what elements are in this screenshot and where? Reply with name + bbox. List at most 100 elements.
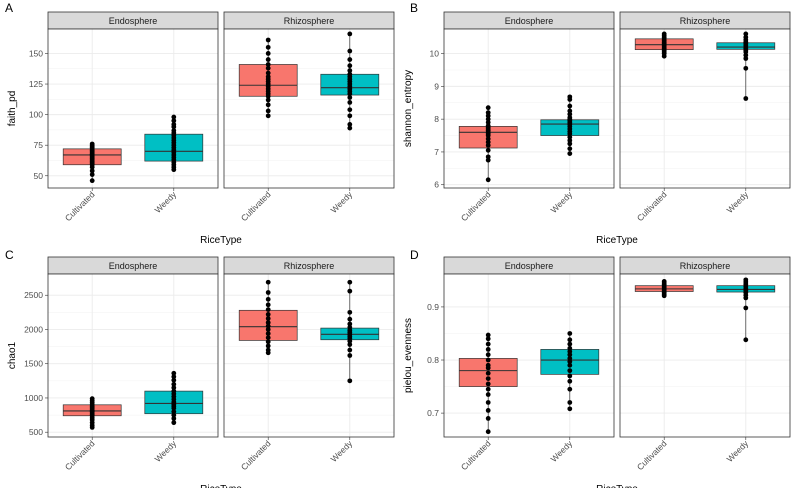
- x-tick-label: Cultivated: [635, 189, 669, 223]
- data-point: [171, 409, 177, 415]
- data-point: [347, 99, 353, 105]
- data-point: [265, 290, 271, 295]
- x-tick-label: Weedy: [153, 438, 179, 464]
- data-point: [265, 343, 271, 349]
- data-point: [265, 302, 271, 308]
- x-axis-label: RiceType: [596, 484, 638, 488]
- data-point: [265, 44, 271, 50]
- facet-strip-label: Endosphere: [109, 261, 158, 271]
- data-point: [567, 151, 573, 156]
- data-point: [485, 386, 491, 392]
- data-point: [171, 374, 177, 380]
- box-cultivated: [238, 37, 298, 119]
- panel-border: [443, 28, 615, 189]
- facet-strip-label: Endosphere: [505, 261, 554, 271]
- box-cultivated: [458, 105, 518, 183]
- data-point: [743, 65, 749, 71]
- data-point: [485, 352, 491, 358]
- data-point: [567, 103, 573, 109]
- facet-rhizosphere: Rhizosphere Cultivated Weedy: [223, 256, 395, 472]
- data-point: [743, 277, 749, 283]
- data-point: [171, 385, 177, 391]
- data-point: [265, 312, 271, 317]
- box-cultivated: [634, 31, 694, 59]
- data-point: [89, 168, 95, 174]
- y-tick-label: 0.7: [427, 408, 439, 418]
- box-weedy: [716, 31, 776, 101]
- box-weedy: [144, 114, 204, 173]
- panel-border: [443, 273, 615, 438]
- panel-tag: C: [5, 248, 14, 262]
- data-point: [347, 316, 353, 322]
- y-tick-label: 10: [430, 49, 440, 59]
- y-tick-label: 1500: [24, 359, 43, 369]
- data-point: [347, 125, 353, 131]
- data-point: [347, 347, 353, 353]
- x-tick-label: Cultivated: [239, 189, 273, 223]
- x-tick-label: Cultivated: [459, 189, 493, 223]
- data-point: [485, 147, 491, 153]
- data-point: [485, 408, 491, 413]
- data-point: [265, 316, 271, 321]
- data-point: [265, 327, 271, 332]
- data-point: [485, 416, 491, 421]
- box-weedy: [540, 94, 600, 156]
- y-tick-label: 125: [29, 79, 43, 89]
- data-point: [265, 279, 271, 285]
- data-point: [567, 406, 573, 412]
- data-point: [567, 108, 573, 114]
- data-point: [265, 102, 271, 108]
- x-axis-label: RiceType: [596, 235, 638, 246]
- data-point: [171, 420, 177, 426]
- data-point: [743, 96, 749, 101]
- facet-endosphere: Endosphere Cultivated Weedy: [443, 11, 615, 223]
- x-tick-label: Weedy: [725, 189, 751, 215]
- facet-strip-label: Rhizosphere: [284, 16, 335, 26]
- panel-tag: B: [410, 1, 418, 15]
- box-weedy: [320, 279, 380, 384]
- facet-strip-label: Endosphere: [505, 16, 554, 26]
- data-point: [265, 296, 271, 302]
- data-point: [171, 118, 177, 124]
- data-point: [485, 381, 491, 387]
- data-point: [347, 95, 353, 100]
- data-point: [347, 288, 353, 294]
- data-point: [265, 320, 271, 326]
- data-point: [89, 141, 95, 147]
- data-point: [485, 346, 491, 352]
- data-point: [171, 370, 177, 376]
- y-tick-label: 0.8: [427, 355, 439, 365]
- data-point: [347, 353, 353, 358]
- data-point: [347, 342, 353, 347]
- data-point: [347, 57, 353, 62]
- data-point: [347, 107, 353, 113]
- y-tick-label: 1000: [24, 393, 43, 403]
- data-point: [265, 339, 271, 345]
- data-point: [347, 48, 353, 54]
- data-point: [567, 146, 573, 152]
- box-cultivated: [62, 141, 122, 184]
- data-point: [485, 362, 491, 368]
- data-point: [265, 323, 271, 329]
- data-point: [567, 331, 573, 336]
- panel-B: B 6 7 8 9 10 shannon_entropy Endosphere Cultivat…: [403, 1, 791, 246]
- data-point: [485, 177, 491, 183]
- box-weedy: [320, 31, 380, 131]
- panel-D: D 0.7 0.8 0.9 pielou_evenness Endosphere Culti…: [403, 248, 791, 488]
- facet-rhizosphere: Rhizosphere Cultivated Weedy: [619, 256, 791, 472]
- x-tick-label: Cultivated: [239, 438, 273, 472]
- panel-tag: A: [5, 1, 13, 15]
- data-point: [347, 325, 353, 330]
- y-tick-label: 9: [434, 81, 439, 91]
- data-point: [265, 108, 271, 114]
- panel-border: [619, 273, 791, 438]
- facet-endosphere: Endosphere Cultivated Weedy: [443, 256, 615, 472]
- data-point: [485, 332, 491, 338]
- facet-rhizosphere: Rhizosphere Cultivated Weedy: [223, 11, 395, 223]
- data-point: [171, 122, 177, 127]
- data-point: [485, 341, 491, 347]
- data-point: [171, 381, 177, 387]
- data-point: [89, 396, 95, 402]
- box-cultivated: [238, 279, 298, 356]
- x-tick-label: Weedy: [725, 438, 751, 464]
